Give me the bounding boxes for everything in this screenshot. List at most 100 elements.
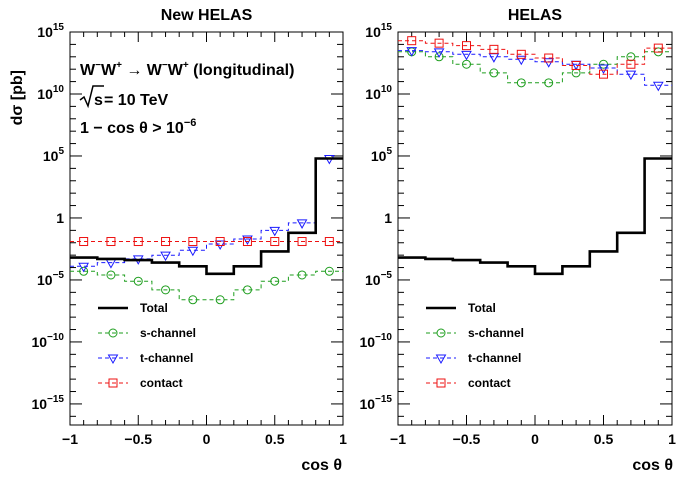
y-tick-label: 10−10 — [359, 332, 392, 350]
y-tick-label: 105 — [43, 146, 65, 164]
marker-triangle-t_channel — [269, 226, 281, 237]
y-tick-label: 10−5 — [365, 270, 392, 288]
marker-triangle-t_channel — [543, 58, 555, 68]
marker-circle-s_channel — [626, 52, 636, 62]
marker-triangle-t_channel — [160, 251, 171, 262]
marker-triangle-t_channel — [625, 70, 637, 81]
marker-circle-s_channel — [215, 295, 225, 305]
panel-title: New HELAS — [161, 7, 253, 24]
marker-circle-s_channel — [324, 266, 334, 276]
series-line-s_channel — [398, 51, 672, 84]
marker-triangle-t_channel — [406, 47, 418, 57]
marker-triangle-t_channel — [242, 235, 253, 246]
marker-square-contact — [188, 237, 198, 247]
x-tick-label: 0 — [531, 431, 539, 447]
sqrt-sign-icon — [79, 85, 104, 109]
y-tick-label: 1015 — [365, 22, 392, 40]
x-axis-label-right: cos θ — [632, 457, 673, 474]
marker-square-contact — [653, 43, 663, 53]
marker-triangle-t_channel — [214, 240, 226, 251]
legend-label-s_channel: s-channel — [140, 326, 196, 340]
y-tick-label: 1 — [56, 210, 64, 226]
marker-square-contact — [516, 49, 526, 59]
x-tick-label: 1 — [668, 431, 676, 447]
marker-triangle-t_channel — [296, 219, 308, 229]
series-line-t_channel — [70, 158, 343, 267]
marker-circle-s_channel — [242, 285, 252, 295]
legend-label-total: Total — [140, 301, 168, 315]
marker-circle-s_channel — [544, 78, 554, 88]
y-axis-label: dσ [pb] — [9, 70, 26, 125]
marker-square-contact — [270, 237, 280, 247]
marker-triangle-t_channel — [187, 246, 199, 257]
marker-triangle-t_channel — [598, 64, 609, 74]
series-line-total — [398, 157, 672, 276]
panels: New HELAS−1 −0.5 0 0.5 110151010105110−510−1… — [31, 7, 676, 447]
y-tick-label: 10−10 — [31, 332, 64, 350]
x-tick-label: −1 — [62, 431, 78, 447]
marker-square-contact — [626, 59, 636, 69]
marker-square-contact — [434, 38, 444, 48]
marker-square-contact — [242, 237, 252, 247]
marker-square-contact — [489, 44, 499, 54]
legend-label-t_channel: t-channel — [468, 351, 521, 365]
x-tick-label: 1 — [339, 431, 347, 447]
marker-circle-s_channel — [489, 68, 499, 78]
y-tick-label: 1010 — [365, 84, 392, 102]
x-tick-label: 0.5 — [265, 431, 285, 447]
marker-circle-legend-s_channel — [108, 328, 118, 338]
legend-label-contact: contact — [468, 376, 511, 390]
y-tick-label: 1010 — [37, 84, 64, 102]
marker-circle-s_channel — [106, 270, 116, 280]
cut-annotation: 1 − cos θ > 10−6 — [80, 117, 196, 137]
marker-circle-s_channel — [434, 52, 444, 62]
y-tick-label: 10−15 — [359, 394, 392, 412]
process-annotation: W−W+ → W−W+ (longitudinal) s = 10 TeV 1 … — [79, 60, 294, 137]
legend-label-contact: contact — [140, 376, 183, 390]
marker-triangle-t_channel — [652, 81, 664, 92]
legend-label-s_channel: s-channel — [468, 326, 524, 340]
y-tick-label: 105 — [371, 146, 393, 164]
series-line-total — [70, 157, 343, 276]
x-axis-label-left: cos θ — [301, 457, 342, 474]
marker-square-contact — [161, 237, 171, 247]
marker-triangle-t_channel — [78, 262, 90, 273]
panel-2: HELAS −1 −0.5 0 0.5 1 1015 1010 105 1 10−5 10−10 10−… — [359, 7, 676, 447]
marker-triangle-t_channel — [488, 53, 500, 63]
x-tick-label: 0.5 — [594, 431, 614, 447]
series-line-s_channel — [70, 270, 343, 301]
process-text: W−W+ → W−W+ (longitudinal) — [80, 60, 294, 79]
y-tick-label: 10−15 — [31, 394, 64, 412]
legend-label-t_channel: t-channel — [140, 351, 193, 365]
marker-triangle-t_channel — [433, 48, 445, 58]
marker-circle-s_channel — [270, 276, 280, 286]
marker-square-contact — [571, 60, 581, 70]
sqrt-s-text: s — [94, 92, 103, 109]
series-group — [398, 36, 672, 276]
marker-circle-legend-s_channel — [436, 328, 446, 338]
energy-text: = 10 TeV — [104, 92, 169, 109]
x-tick-label: −1 — [390, 431, 406, 447]
marker-square-legend-contact — [436, 378, 446, 388]
marker-square-contact — [133, 237, 143, 247]
marker-square-legend-contact — [108, 378, 118, 388]
x-tick-label: −0.5 — [124, 431, 152, 447]
marker-triangle-t_channel — [105, 259, 117, 269]
marker-square-contact — [79, 237, 89, 247]
marker-square-contact — [407, 36, 417, 46]
energy-annotation: s = 10 TeV — [79, 85, 169, 109]
x-tick-label: −0.5 — [453, 431, 481, 447]
x-tick-label: 0 — [203, 431, 211, 447]
marker-circle-s_channel — [161, 285, 171, 295]
marker-circle-s_channel — [297, 270, 307, 280]
marker-circle-s_channel — [516, 78, 526, 88]
marker-square-contact — [544, 53, 554, 63]
marker-circle-s_channel — [133, 276, 143, 286]
marker-triangle-legend-t_channel — [107, 354, 119, 365]
series-line-contact — [398, 40, 672, 75]
plot-frame — [397, 31, 673, 426]
marker-square-contact — [462, 41, 471, 51]
panel-title: HELAS — [508, 7, 563, 24]
series-group — [70, 154, 343, 305]
